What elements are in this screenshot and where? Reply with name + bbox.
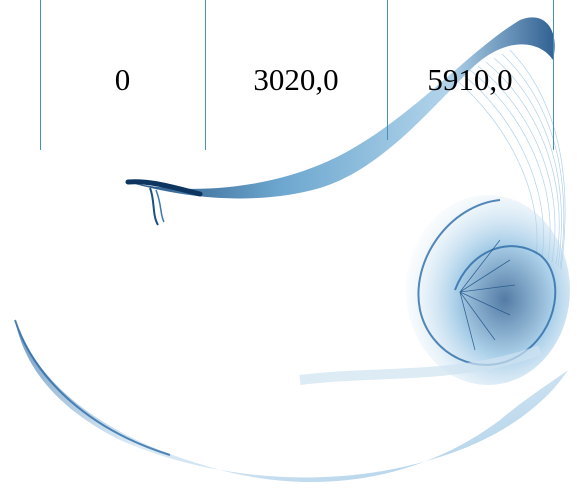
value-table: 0 3020,0 5910,0 [0,0,580,150]
column-divider [205,0,206,150]
table-cell: 5910,0 [427,62,513,97]
column-divider [553,0,554,150]
column-divider [387,0,388,140]
table-cell: 3020,0 [253,62,339,97]
table-cell: 0 [114,62,131,97]
column-divider [40,0,41,150]
